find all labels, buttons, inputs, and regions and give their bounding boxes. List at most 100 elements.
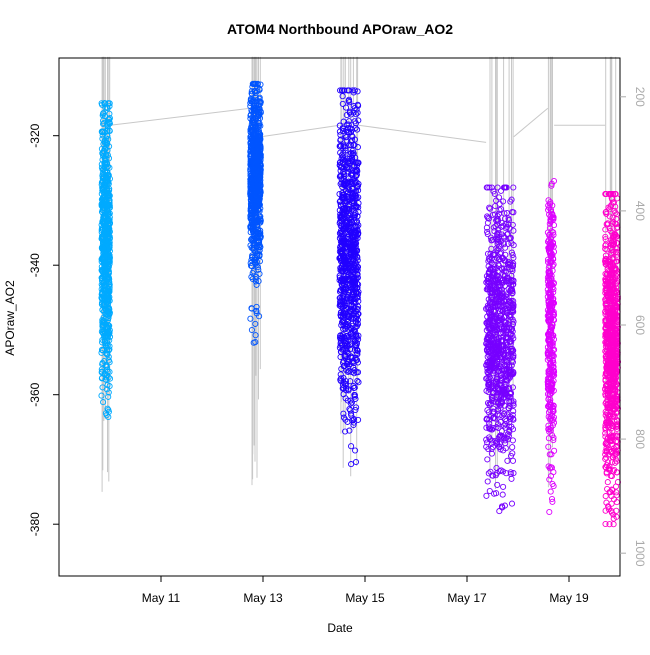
data-point (496, 200, 503, 207)
data-point (343, 111, 350, 119)
data-point (339, 194, 346, 202)
data-point (346, 206, 353, 213)
data-point (493, 345, 500, 352)
data-point (483, 224, 490, 231)
data-point (488, 364, 495, 371)
data-point (346, 427, 353, 434)
data-point (247, 315, 254, 322)
data-point (99, 318, 106, 325)
data-point (103, 324, 110, 331)
data-point (249, 158, 256, 165)
data-point (501, 265, 508, 272)
data-point (352, 447, 359, 454)
data-point (499, 491, 506, 498)
data-point (354, 126, 361, 133)
data-point (345, 158, 352, 165)
data-point (338, 250, 345, 257)
data-point (502, 424, 509, 431)
x-axis-label: Date (327, 621, 353, 635)
data-point (484, 407, 491, 414)
data-point (510, 184, 517, 191)
data-point (337, 342, 344, 349)
data-point (483, 443, 490, 450)
data-point (350, 150, 357, 157)
data-point (484, 213, 491, 220)
data-point (339, 93, 346, 100)
data-point (510, 335, 517, 342)
data-point (104, 231, 111, 238)
data-point (485, 296, 492, 303)
data-point (336, 173, 343, 180)
data-point (484, 368, 491, 375)
data-point (483, 319, 490, 326)
data-point (348, 353, 355, 360)
data-point (505, 405, 512, 412)
data-point (351, 346, 358, 354)
data-point (99, 235, 106, 242)
y-axis-label: APOraw_AO2 (3, 280, 17, 356)
data-point (484, 184, 491, 191)
data-point (348, 461, 355, 468)
data-point (99, 150, 106, 157)
data-point (486, 184, 493, 191)
data-point (494, 481, 501, 488)
data-point (354, 377, 361, 384)
data-point (492, 211, 499, 218)
data-point (613, 507, 620, 514)
data-point (257, 98, 264, 106)
data-point (251, 204, 258, 211)
data-point (339, 359, 347, 366)
data-point (498, 356, 505, 363)
data-point (252, 80, 259, 87)
data-point (491, 279, 499, 286)
data-point (104, 287, 111, 294)
data-point (339, 266, 346, 273)
x-tick-label: May 19 (549, 591, 589, 605)
data-point (483, 340, 490, 347)
data-point (105, 136, 112, 143)
data-point (501, 282, 508, 289)
data-point (507, 469, 514, 476)
data-point (340, 298, 347, 305)
data-point (348, 261, 355, 269)
data-point (247, 215, 254, 222)
data-point (499, 308, 506, 315)
altitude-connector (260, 124, 340, 138)
data-point (503, 418, 510, 425)
data-point (103, 140, 110, 147)
data-point (338, 256, 346, 263)
data-point (354, 213, 361, 220)
data-point (613, 499, 620, 506)
data-point (351, 262, 358, 269)
data-point (496, 508, 503, 515)
data-point (99, 132, 106, 139)
data-point (104, 366, 111, 373)
data-point (494, 386, 501, 393)
data-point (354, 101, 361, 108)
data-point (502, 377, 509, 384)
data-point (336, 162, 343, 169)
data-point (106, 202, 113, 209)
data-point (503, 368, 510, 375)
data-point (488, 393, 495, 400)
data-point (343, 137, 350, 144)
data-point (344, 368, 352, 376)
data-point (248, 178, 255, 185)
data-point (100, 260, 107, 267)
data-point (492, 296, 499, 304)
data-point (354, 109, 361, 116)
data-point (490, 405, 497, 412)
data-point (488, 313, 496, 320)
data-point (487, 400, 495, 407)
altitude-connector (109, 107, 251, 126)
data-point (106, 242, 113, 249)
data-point (510, 398, 517, 405)
data-point (493, 440, 500, 447)
data-point (355, 332, 362, 339)
data-point (502, 437, 509, 444)
data-point (349, 184, 356, 192)
data-point (483, 424, 490, 431)
data-point (341, 302, 348, 309)
data-point (509, 221, 516, 228)
data-point (510, 415, 517, 422)
